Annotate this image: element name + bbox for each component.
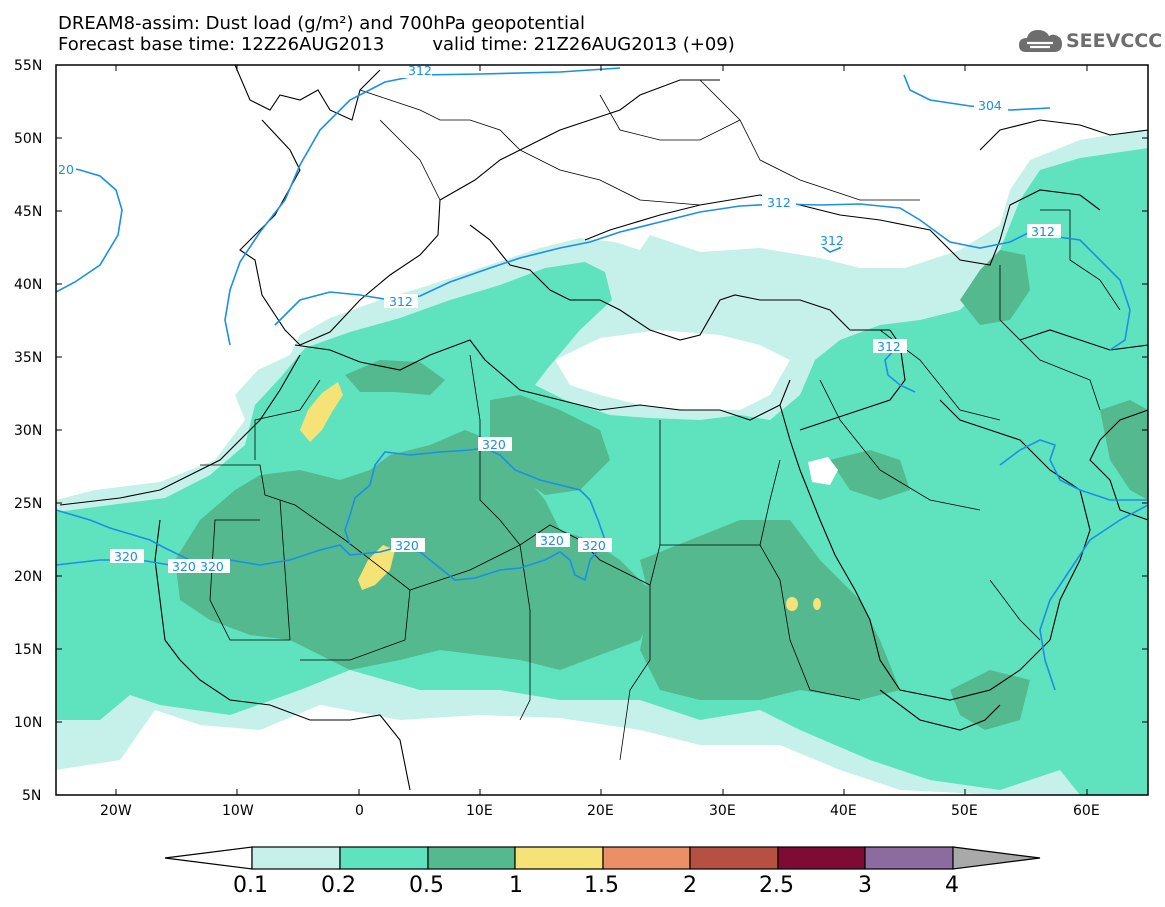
colorbar-segment (689, 846, 779, 870)
longitude-axis (115, 65, 1088, 795)
contour-label: 312 (1031, 224, 1055, 239)
lon-label: 40E (830, 803, 857, 819)
contour-label: 312 (767, 195, 791, 210)
dust-level-1 (813, 598, 821, 610)
lat-label: 30N (14, 423, 42, 439)
logo-text: SEEVCCC (1066, 30, 1163, 52)
longitude-labels: 20W 10W 0 10E 20E 30E 40E 50E 60E (100, 803, 1100, 819)
lon-label: 50E (951, 803, 978, 819)
lon-label: 20E (587, 803, 614, 819)
lon-label: 60E (1073, 803, 1100, 819)
colorbar: 0.1 0.2 0.5 1 1.5 2 2.5 3 4 (164, 846, 1041, 898)
colorbar-segment (427, 846, 516, 870)
valid-time: valid time: 21Z26AUG2013 (+09) (432, 34, 735, 55)
lat-label: 15N (14, 642, 42, 658)
lat-label: 45N (14, 204, 42, 220)
lat-label: 55N (14, 58, 42, 74)
contour-label: 312 (820, 233, 844, 248)
country-borders (200, 79, 1121, 761)
colorbar-segment (251, 846, 341, 870)
clear-area (555, 330, 790, 410)
lon-label: 20W (100, 803, 132, 819)
contour-label: 320 (540, 533, 564, 548)
contour-label: 320 (172, 559, 196, 574)
colorbar-segment (864, 846, 954, 870)
latitude-labels: 55N 50N 45N 40N 35N 30N 25N 20N 15N 10N … (14, 58, 42, 804)
contour-label: 320 (114, 549, 138, 564)
lat-label: 40N (14, 277, 42, 293)
lon-label: 0 (355, 803, 364, 819)
dust-level-0.5 (640, 520, 900, 700)
contour-labels: 312 304 312 312 312 312 320 320 320 320 … (56, 63, 1061, 574)
contour-label: 20 (58, 162, 74, 177)
colorbar-segment (339, 846, 429, 870)
lat-label: 10N (14, 715, 42, 731)
contour-label: 312 (408, 63, 432, 78)
colorbar-label: 0.1 (233, 873, 268, 898)
contour-label: 320 (395, 538, 419, 553)
colorbar-label: 3 (858, 873, 872, 898)
colorbar-label: 2.5 (759, 873, 794, 898)
lat-label: 35N (14, 350, 42, 366)
contour-label: 320 (200, 559, 224, 574)
lat-label: 50N (14, 131, 42, 147)
lat-label: 25N (14, 496, 42, 512)
colorbar-segment (602, 846, 691, 870)
dust-level-0.5 (1100, 400, 1148, 500)
dust-level-0.5 (345, 360, 445, 395)
lat-label: 5N (22, 788, 41, 804)
dust-level-0.5 (950, 670, 1030, 730)
lon-label: 10W (222, 803, 254, 819)
colorbar-label: 2 (683, 873, 697, 898)
contour-label: 320 (582, 538, 606, 553)
clear-area (808, 457, 838, 485)
colorbar-label: 1 (509, 873, 523, 898)
lat-label: 20N (14, 569, 42, 585)
dust-level-1 (300, 382, 343, 442)
contour-label: 312 (877, 339, 901, 354)
dust-level-0.5 (830, 450, 910, 500)
colorbar-label: 1.5 (584, 873, 619, 898)
latitude-axis (56, 64, 1148, 796)
lon-label: 30E (709, 803, 736, 819)
colorbar-label: 4 (945, 873, 959, 898)
forecast-base-time: Forecast base time: 12Z26AUG2013 (58, 34, 385, 55)
time-info: Forecast base time: 12Z26AUG2013 valid ti… (58, 35, 735, 55)
dust-level-1 (786, 597, 798, 611)
contour-label: 312 (389, 294, 413, 309)
colorbar-segment (777, 846, 866, 870)
colorbar-low-arrow (164, 846, 253, 870)
dust-level-0.5 (490, 395, 610, 495)
lon-label: 10E (466, 803, 493, 819)
cloud-logo-icon (1019, 30, 1062, 52)
contour-label: 320 (482, 437, 506, 452)
dust-level-0.5 (960, 250, 1030, 325)
chart-title: DREAM8-assim: Dust load (g/m²) and 700hP… (58, 13, 585, 34)
colorbar-segment (514, 846, 604, 870)
colorbar-label: 0.2 (321, 873, 356, 898)
dust-level-1 (358, 545, 395, 590)
contour-label: 304 (978, 98, 1002, 113)
seevccc-logo: SEEVCCC (1018, 26, 1162, 56)
colorbar-label: 0.5 (409, 873, 444, 898)
colorbar-high-arrow (952, 846, 1041, 870)
